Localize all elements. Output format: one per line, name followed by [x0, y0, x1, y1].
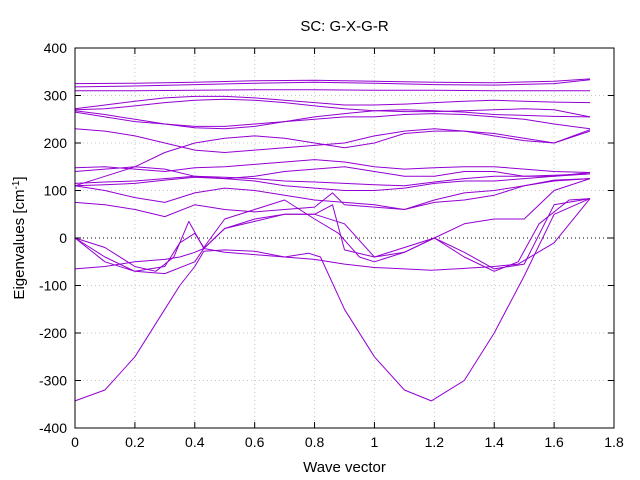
band-line-2	[74, 198, 591, 271]
band-line-19	[74, 79, 591, 88]
x-tick-label: 0.8	[305, 434, 325, 450]
y-axis-title: Eigenvalues [cm-1]	[11, 176, 29, 299]
x-axis-title: Wave vector	[303, 459, 386, 476]
y-tick-label: 0	[59, 230, 67, 246]
y-tick-label: 100	[44, 183, 68, 199]
y-tick-label: -100	[39, 278, 67, 294]
x-tick-label: 0.4	[185, 434, 205, 450]
band-line-15	[74, 109, 591, 130]
band-line-3	[74, 198, 591, 275]
y-tick-label: -200	[39, 325, 67, 341]
y-axis-title-close: ]	[11, 176, 28, 180]
x-tick-label: 0.2	[125, 434, 145, 450]
y-tick-label: 400	[44, 40, 68, 56]
band-line-1	[74, 198, 591, 402]
tick-labels: 0 0.2 0.4 0.6 0.8 1 1.2 1.4 1.6 1.8 -400 -300 -200 -1…	[39, 40, 624, 450]
band-line-5	[74, 178, 591, 272]
grid	[75, 48, 614, 428]
band-line-18	[75, 89, 590, 92]
band-line-13	[74, 128, 591, 153]
x-tick-label: 1.4	[484, 434, 504, 450]
x-tick-label: 1.8	[604, 434, 624, 450]
y-tick-label: 300	[44, 88, 68, 104]
band-line-7	[74, 178, 591, 210]
band-line-17	[74, 95, 591, 110]
chart-title: SC: G-X-G-R	[300, 18, 388, 35]
band-line-11	[74, 159, 591, 173]
band-line-10	[74, 166, 591, 180]
band-line-8	[74, 173, 591, 191]
tick-marks	[74, 47, 615, 429]
y-axis-title-superscript: -1	[11, 180, 22, 189]
band-line-6	[74, 178, 591, 218]
band-line-9	[74, 173, 591, 187]
y-tick-label: -400	[39, 420, 67, 436]
y-tick-label: 200	[44, 135, 68, 151]
y-axis-title-text: Eigenvalues [cm	[11, 190, 28, 300]
x-tick-label: 0.6	[245, 434, 265, 450]
band-line-20	[74, 78, 591, 85]
band-line-16	[74, 98, 591, 118]
x-tick-label: 1.2	[425, 434, 445, 450]
x-tick-label: 1.6	[544, 434, 564, 450]
series-group	[74, 78, 591, 402]
band-line-12	[74, 130, 591, 187]
x-tick-label: 1	[371, 434, 379, 450]
x-tick-label: 0	[71, 434, 79, 450]
y-tick-label: -300	[39, 373, 67, 389]
